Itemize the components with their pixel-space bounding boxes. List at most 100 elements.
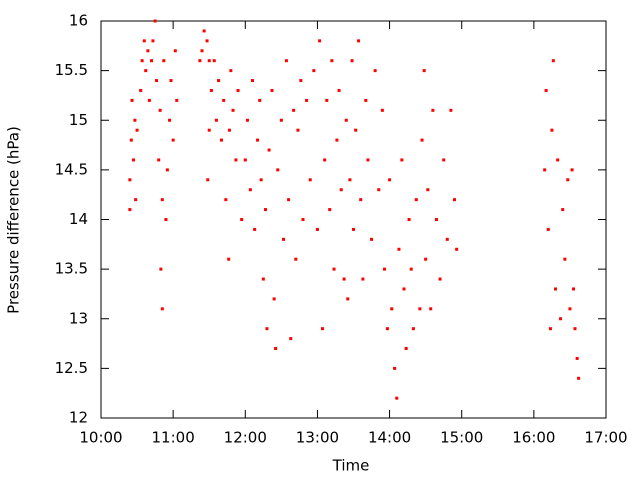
data-point	[157, 158, 161, 162]
data-point	[140, 59, 144, 63]
data-point	[337, 88, 341, 92]
y-tick-label: 16	[69, 12, 88, 30]
data-point	[151, 39, 155, 43]
data-point	[332, 267, 336, 271]
data-point	[160, 198, 164, 202]
data-point	[431, 108, 435, 112]
data-point	[200, 49, 204, 53]
data-point	[267, 148, 271, 152]
data-point	[147, 98, 151, 102]
data-point	[380, 108, 384, 112]
y-tick-label: 13.5	[55, 260, 88, 278]
data-point	[131, 158, 135, 162]
data-point	[556, 158, 560, 162]
data-point	[422, 69, 426, 73]
data-point	[274, 347, 278, 351]
data-point	[323, 158, 327, 162]
data-point	[169, 79, 173, 83]
y-axis-label: Pressure difference (hPa)	[5, 126, 23, 314]
data-point	[393, 366, 397, 370]
data-point	[146, 49, 150, 53]
data-point	[171, 138, 175, 142]
y-tick-label: 12	[69, 409, 88, 427]
data-point	[577, 376, 581, 380]
data-point	[342, 277, 346, 281]
data-point	[279, 118, 283, 122]
data-point	[205, 39, 209, 43]
data-point	[173, 49, 177, 53]
data-point	[175, 98, 179, 102]
data-point	[568, 307, 572, 311]
data-point	[128, 208, 132, 212]
data-point	[330, 59, 334, 63]
data-point	[404, 347, 408, 351]
x-axis-label: Time	[332, 457, 370, 475]
data-point	[424, 257, 428, 261]
data-point	[243, 158, 247, 162]
data-point	[400, 158, 404, 162]
data-point	[261, 277, 265, 281]
data-point	[445, 237, 449, 241]
data-point	[299, 79, 303, 83]
y-tick-label: 15.5	[55, 61, 88, 79]
data-point	[548, 327, 552, 331]
data-point	[370, 237, 374, 241]
data-point	[129, 138, 133, 142]
data-point	[561, 208, 565, 212]
data-point	[407, 218, 411, 221]
x-tick-label: 11:00	[152, 429, 195, 447]
data-point	[344, 118, 348, 122]
data-point	[350, 59, 354, 63]
x-tick-label: 15:00	[440, 429, 483, 447]
data-point	[168, 118, 172, 122]
data-point	[165, 168, 169, 172]
x-tick-label: 13:00	[296, 429, 339, 447]
data-point	[312, 69, 316, 73]
data-point	[402, 287, 406, 291]
data-point	[248, 188, 252, 192]
data-point	[563, 257, 567, 261]
x-tick-label: 10:00	[79, 429, 122, 447]
data-point	[234, 158, 238, 162]
data-point	[411, 327, 415, 331]
data-point	[207, 59, 211, 63]
data-point	[418, 307, 422, 311]
data-point	[219, 138, 223, 142]
data-point	[554, 287, 557, 291]
data-point	[207, 128, 211, 132]
data-point	[206, 178, 210, 182]
data-point	[263, 208, 267, 212]
data-point	[320, 327, 324, 331]
data-point	[202, 29, 206, 33]
data-point	[164, 218, 168, 221]
data-point	[135, 128, 139, 132]
data-point	[133, 118, 137, 122]
data-point	[366, 158, 370, 162]
x-tick-label: 12:00	[224, 429, 267, 447]
data-point	[217, 79, 221, 83]
data-point	[301, 218, 305, 221]
data-point	[573, 327, 577, 331]
data-point	[426, 188, 430, 192]
data-point	[224, 198, 228, 202]
data-point	[144, 69, 148, 73]
data-point	[259, 178, 263, 182]
data-point	[150, 59, 153, 63]
data-point	[227, 128, 231, 132]
data-point	[229, 69, 233, 73]
data-point	[130, 98, 134, 102]
x-tick-label: 16:00	[512, 429, 555, 447]
data-point	[357, 39, 361, 43]
data-point	[429, 307, 433, 311]
data-point	[551, 59, 555, 63]
plot-frame	[100, 20, 607, 419]
data-point	[449, 108, 453, 112]
data-point	[550, 128, 554, 132]
x-tick-label: 14:00	[368, 429, 411, 447]
data-point	[296, 128, 300, 132]
data-point	[160, 307, 164, 311]
data-point	[292, 108, 296, 112]
data-point	[289, 337, 293, 341]
data-point	[397, 247, 401, 251]
